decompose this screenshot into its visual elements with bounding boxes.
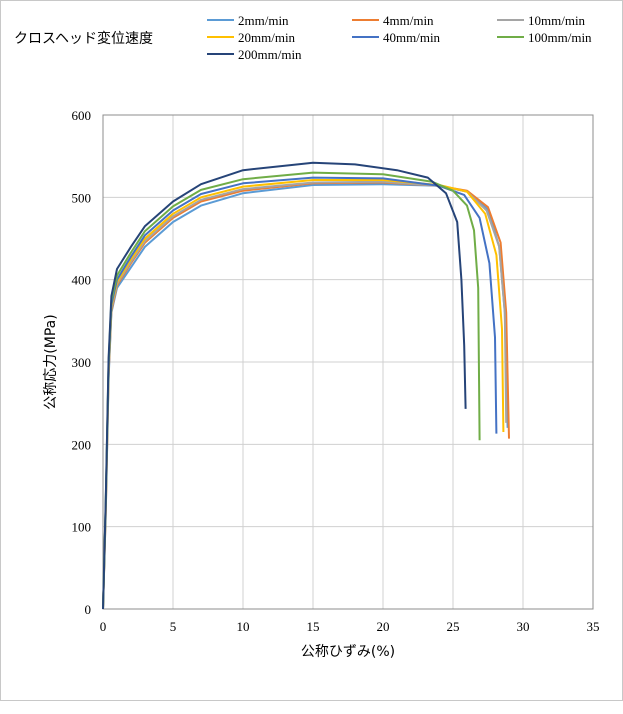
tick-labels: 0 5 10 15 20 25 30 35 0 100 200 300 400 500 600 bbox=[72, 108, 600, 634]
legend-item: 10mm/min bbox=[497, 13, 586, 28]
legend-item: 20mm/min bbox=[207, 30, 296, 45]
y-tick-label: 100 bbox=[72, 520, 92, 535]
series-line-10mm-per-min bbox=[102, 180, 508, 610]
series-line-4mm-per-min bbox=[102, 181, 510, 610]
series-group bbox=[102, 161, 510, 610]
y-tick-label: 200 bbox=[72, 437, 92, 452]
x-tick-label: 5 bbox=[170, 619, 177, 634]
legend-label: 10mm/min bbox=[528, 13, 586, 28]
y-tick-label: 0 bbox=[85, 602, 92, 617]
legend: 2mm/min 4mm/min 10mm/min 20mm/min 40mm/min 10… bbox=[207, 13, 592, 62]
series-line-20mm-per-min bbox=[102, 179, 505, 610]
x-tick-label: 15 bbox=[307, 619, 320, 634]
grid bbox=[103, 115, 593, 609]
legend-item: 40mm/min bbox=[352, 30, 441, 45]
x-tick-label: 10 bbox=[237, 619, 250, 634]
y-tick-label: 500 bbox=[72, 190, 92, 205]
y-tick-label: 300 bbox=[72, 355, 92, 370]
series-line-100mm-per-min bbox=[102, 171, 481, 610]
legend-label: 2mm/min bbox=[238, 13, 289, 28]
x-tick-label: 35 bbox=[587, 619, 600, 634]
x-tick-label: 0 bbox=[100, 619, 107, 634]
plot-area bbox=[102, 114, 594, 610]
legend-label: 40mm/min bbox=[383, 30, 441, 45]
legend-label: 100mm/min bbox=[528, 30, 592, 45]
legend-item: 2mm/min bbox=[207, 13, 289, 28]
x-axis-label: 公称ひずみ(%) bbox=[301, 644, 395, 660]
x-tick-label: 30 bbox=[517, 619, 530, 634]
legend-item: 100mm/min bbox=[497, 30, 592, 45]
y-tick-label: 400 bbox=[72, 273, 92, 288]
y-tick-label: 600 bbox=[72, 108, 92, 123]
series-line-40mm-per-min bbox=[102, 176, 498, 610]
y-axis-label: 公称応力(MPa) bbox=[43, 314, 59, 409]
legend-label: 200mm/min bbox=[238, 47, 302, 62]
legend-label: 4mm/min bbox=[383, 13, 434, 28]
x-tick-label: 20 bbox=[377, 619, 390, 634]
legend-label: 20mm/min bbox=[238, 30, 296, 45]
series-line-200mm-per-min bbox=[102, 161, 467, 610]
legend-item: 200mm/min bbox=[207, 47, 302, 62]
series-line-2mm-per-min bbox=[102, 183, 509, 610]
legend-item: 4mm/min bbox=[352, 13, 434, 28]
legend-title: クロスヘッド変位速度 bbox=[14, 30, 153, 47]
x-tick-label: 25 bbox=[447, 619, 460, 634]
